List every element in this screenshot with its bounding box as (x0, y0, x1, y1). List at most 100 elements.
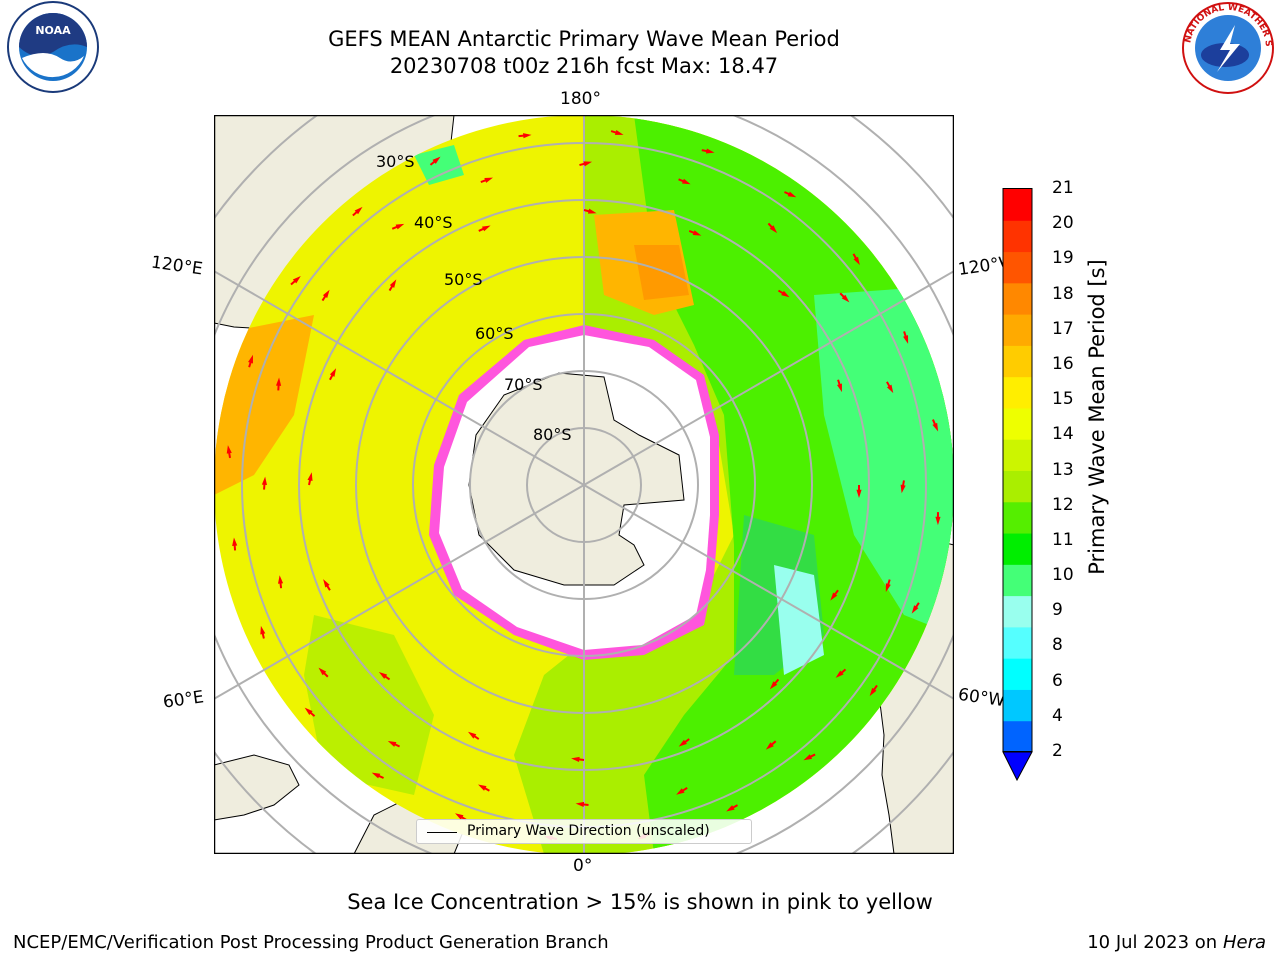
colorbar-tick-label: 15 (1052, 389, 1074, 410)
chart-subtitle: 20230708 t00z 216h fcst Max: 18.47 (389, 54, 779, 78)
footer-date: 10 Jul 2023 on Hera (1087, 932, 1266, 953)
wave-direction-arrowhead (583, 161, 593, 167)
colorbar-tick-label: 12 (1052, 494, 1074, 515)
colorbar-tick-label: 18 (1052, 283, 1074, 304)
wave-direction-arrowhead (232, 537, 238, 546)
colorbar-cell (1003, 658, 1032, 690)
wave-direction-arrowhead (478, 784, 487, 791)
colorbar-tick-label: 21 (1052, 178, 1074, 198)
wave-direction-arrowhead (932, 422, 939, 432)
wave-direction-arrowhead (323, 579, 330, 588)
wave-direction-arrowhead (226, 445, 232, 454)
wave-direction-arrowhead (769, 681, 778, 690)
lat-label-30s: 30°S (376, 152, 415, 171)
wave-direction-arrowhead (304, 707, 313, 716)
lat-label-70s: 70°S (504, 375, 543, 394)
wave-direction-arrowhead (614, 129, 624, 135)
wave-direction-arrowhead (387, 740, 397, 747)
lat-label-50s: 50°S (444, 270, 483, 289)
colorbar-tick-label: 8 (1052, 635, 1063, 656)
wave-direction-arrowhead (260, 625, 266, 635)
wave-direction-arrowhead (455, 813, 464, 820)
wave-direction-arrowhead (371, 772, 381, 779)
chart-title: GEFS MEAN Antarctic Primary Wave Mean Pe… (328, 27, 840, 51)
noaa-logo: NOAA (7, 1, 99, 93)
wave-direction-arrowhead (277, 575, 284, 584)
colorbar-tick-label: 19 (1052, 248, 1074, 269)
wave-direction-arrowhead (765, 742, 774, 750)
colorbar-cell (1003, 251, 1032, 284)
colorbar-tick-label: 11 (1052, 529, 1074, 550)
wave-direction-arrowhead (726, 805, 735, 812)
lon-label-60e: 60°E (161, 687, 206, 713)
wave-direction-arrowhead (830, 592, 838, 601)
footer-credit: NCEP/EMC/Verification Post Processing Pr… (13, 932, 609, 953)
wave-direction-arrowhead (787, 191, 797, 198)
colorbar-cell (1003, 439, 1032, 471)
colorbar-cell (1003, 407, 1032, 440)
lon-label-60w: 60°W (956, 684, 1007, 712)
colorbar-tick-label: 20 (1052, 213, 1074, 234)
svg-text:NOAA: NOAA (35, 24, 71, 37)
lat-label-40s: 40°S (414, 213, 453, 232)
footer-host: Hera (1222, 932, 1266, 953)
colorbar-tick-label: 14 (1052, 424, 1074, 445)
wave-direction-arrowhead (432, 156, 441, 164)
legend-text: Primary Wave Direction (unscaled) (467, 823, 710, 839)
wave-direction-arrowhead (261, 476, 268, 486)
wave-direction-arrowhead (378, 672, 388, 679)
nws-logo: NATIONAL WEATHER SERVICE (1175, 0, 1274, 94)
legend-line-swatch (427, 832, 457, 833)
wave-direction-arrowhead (903, 335, 909, 344)
wave-direction-arrowhead (886, 384, 894, 394)
colorbar-cell (1003, 345, 1032, 378)
colorbar-cell (1003, 314, 1032, 346)
wave-direction-arrowhead (692, 230, 702, 236)
colorbar-tick-label: 9 (1052, 600, 1063, 621)
footer-date-text: 10 Jul 2023 on (1087, 932, 1223, 953)
wave-direction-arrowhead (781, 290, 790, 298)
wave-direction-arrowhead (395, 223, 405, 230)
colorbar-cell (1003, 689, 1032, 722)
wave-direction-arrowhead (856, 489, 862, 498)
lon-label-120e: 120°E (149, 252, 204, 280)
wave-direction-arrowhead (276, 377, 282, 386)
wave-direction-arrowhead (484, 177, 494, 183)
colorbar-cell (1003, 595, 1032, 628)
wave-direction-arrowhead (389, 279, 397, 288)
colorbar-tick-label: 13 (1052, 459, 1074, 480)
wave-direction-arrowhead (575, 801, 585, 808)
wave-direction-arrowhead (248, 354, 253, 364)
wave-direction-arrowhead (318, 667, 327, 676)
colorbar-cell (1003, 626, 1032, 659)
wave-direction-arrowhead (853, 256, 860, 266)
lon-label-0: 0° (573, 856, 593, 876)
wave-direction-arrowhead (803, 754, 813, 761)
wave-direction-arrowhead (835, 670, 844, 678)
colorbar-tick-label: 16 (1052, 353, 1074, 374)
colorbar-cell (1003, 501, 1032, 534)
colorbar-cell (1003, 720, 1032, 753)
wave-direction-arrowhead (837, 383, 842, 393)
africa-land (214, 754, 300, 821)
wave-direction-arrowhead (307, 472, 313, 481)
wave-direction-arrowhead (705, 148, 715, 154)
wave-direction-arrowhead (869, 687, 877, 697)
wave-direction-arrowhead (329, 368, 337, 377)
colorbar-tick-label: 4 (1052, 705, 1063, 726)
colorbar-cell (1003, 220, 1032, 253)
wave-direction-arrowhead (676, 788, 685, 795)
colorbar-extend-arrow (1002, 751, 1033, 782)
wave-direction-arrowhead (900, 484, 906, 494)
wave-direction-arrowhead (935, 516, 941, 526)
wave-direction-arrowhead (523, 133, 532, 139)
wave-direction-arrowhead (885, 583, 891, 592)
sea-ice-note: Sea Ice Concentration > 15% is shown in … (347, 890, 933, 914)
wave-direction-arrowhead (292, 275, 301, 284)
wave-direction-arrowhead (841, 294, 850, 303)
colorbar-tick-label: 17 (1052, 318, 1074, 339)
colorbar-cell (1003, 564, 1032, 597)
wave-direction-arrowhead (354, 206, 363, 215)
lon-label-180: 180° (560, 89, 601, 109)
wave-direction-arrowhead (769, 225, 778, 234)
